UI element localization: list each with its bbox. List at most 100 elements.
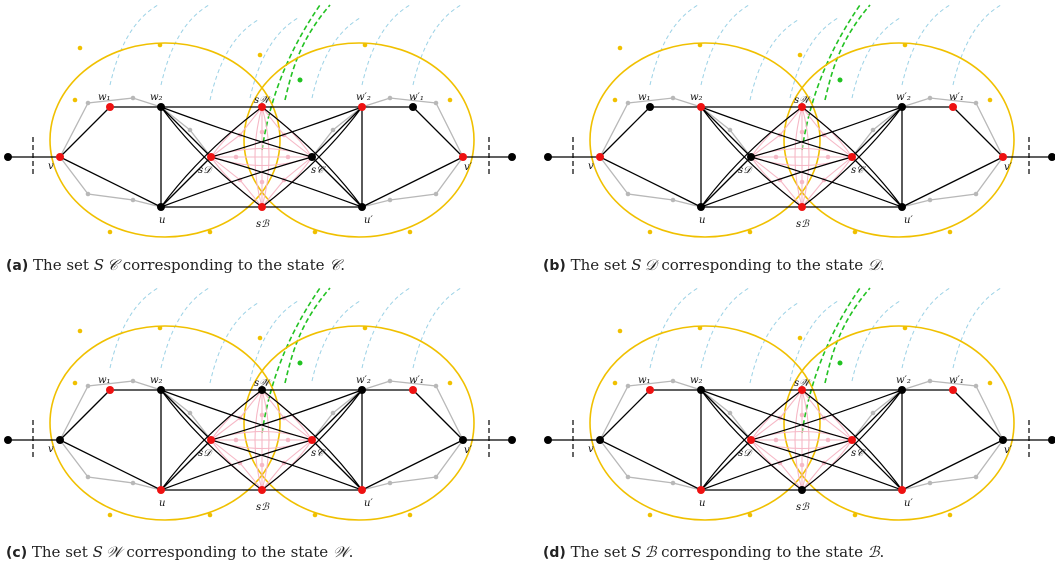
node-w1p [949,386,957,394]
graph-curve [160,389,263,491]
node-lt [4,436,12,444]
graph-curve [160,439,313,491]
label-u: u [159,498,165,509]
dashed-curve [952,287,1002,369]
graph-curve [801,106,903,208]
node-sW [258,103,266,111]
graph-edge [952,106,1004,158]
label-u: u [699,498,705,509]
node-sC [308,153,316,161]
gray-path [361,439,464,491]
label-w2: w₂ [690,92,703,103]
label-sB: sℬ [796,219,810,230]
green-dot [837,360,843,366]
yellow-dot [207,512,213,518]
pink-dot [799,129,805,135]
yellow-dot [362,42,368,48]
yellow-dot [797,335,803,341]
graph-curve [700,389,853,441]
pink-edge [261,106,270,208]
pink-edge [261,389,270,491]
pink-dot [233,437,239,443]
node-sC [848,153,856,161]
label-sW: s𝒲 [254,95,272,106]
yellow-outline-left [49,42,281,238]
graph-edge [851,156,903,208]
label-sD: s𝒟 [738,165,753,176]
node-w2p [898,103,906,111]
node-w1 [106,386,114,394]
node-u [157,486,165,494]
green-dashed-curve [284,287,331,384]
caption-mid: corresponding to the state [656,256,868,274]
graph-edge [160,156,212,208]
graph-curve [700,389,803,491]
gray-dot [870,127,876,133]
node-up [898,486,906,494]
label-vp: v′ [1004,162,1013,173]
node-up [358,486,366,494]
yellow-dot [617,45,623,51]
graph-edge [412,106,464,158]
gray-dot [927,95,933,101]
green-dot [297,77,303,83]
dashed-curve [649,287,699,369]
graph-curve [700,156,853,208]
yellow-dot [617,328,623,334]
dashed-curve [109,287,159,369]
graph-curve [160,389,263,491]
node-sB [258,486,266,494]
node-w1 [646,386,654,394]
caption-mid: corresponding to the state [121,543,333,561]
dashed-curve [412,4,462,86]
panel-d: v v′ u u′ w₁ w₂ w′₂ w′₁ s𝒲 sℬ s𝒟 s𝒞 [544,287,1055,521]
gray-dot [670,197,676,203]
graph-curve [801,389,903,491]
graph-edge [160,389,212,441]
gray-dot [433,100,439,106]
yellow-dot [947,229,953,235]
yellow-dot [407,512,413,518]
gray-path [599,97,702,158]
label-sW: s𝒲 [794,95,812,106]
yellow-outline-left [589,42,821,238]
graph-curve [750,389,903,441]
label-vp: v′ [464,445,473,456]
label-w2p: w′₂ [356,92,371,103]
gray-dot [727,127,733,133]
yellow-dot [612,97,618,103]
pink-dot [259,412,265,418]
node-w2 [157,386,165,394]
label-w2p: w′₂ [356,375,371,386]
label-sD: s𝒟 [198,448,213,459]
node-rt [1048,153,1055,161]
graph-edge [311,439,363,491]
gray-path [901,156,1004,208]
caption-state: ℬ [867,543,880,561]
caption-a: (a) The set S 𝒞 corresponding to the sta… [6,256,345,274]
graph-curve [700,106,803,208]
label-w1: w₁ [638,375,651,386]
graph-curve [750,156,903,208]
yellow-dot [902,325,908,331]
node-sW [258,386,266,394]
label-sC: s𝒞 [851,448,866,459]
caption-state: 𝒞 [329,256,341,274]
label-sD: s𝒟 [738,448,753,459]
yellow-dot [447,97,453,103]
gray-dot [927,378,933,384]
label-sC: s𝒞 [311,165,326,176]
dashed-curve [160,4,210,86]
gray-path [599,439,702,491]
node-w2 [697,386,705,394]
label-u: u [159,215,165,226]
label-up: u′ [364,498,373,509]
yellow-dot [257,52,263,58]
graph-curve [261,106,363,208]
pink-dot [233,154,239,160]
yellow-dot [77,328,83,334]
node-v [596,153,604,161]
graph-curve [261,106,363,208]
label-v: v [48,444,54,455]
dashed-curve [209,302,259,384]
